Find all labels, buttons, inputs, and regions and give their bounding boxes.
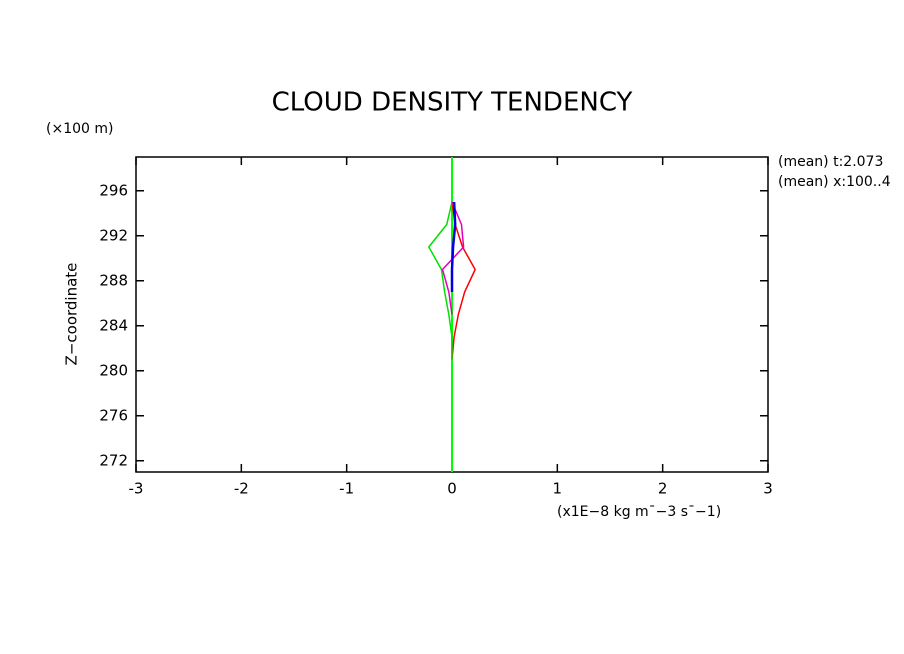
y-tick-label: 288 <box>99 271 128 289</box>
chart-title: CLOUD DENSITY TENDENCY <box>272 88 633 118</box>
x-tick-label: 0 <box>447 480 457 498</box>
y-tick-label: 292 <box>99 226 128 244</box>
annotation: (mean) x:100..4 <box>778 174 891 190</box>
profile-line <box>451 201 477 360</box>
x-axis-label: (x1E−8 kg m¯−3 s¯−1) <box>557 504 721 520</box>
x-tick-label: -2 <box>234 480 249 498</box>
x-tick-label: -1 <box>339 480 354 498</box>
annotation: (mean) t:2.073 <box>778 154 883 170</box>
x-tick-label: 1 <box>553 480 563 498</box>
x-tick-label: 2 <box>658 480 668 498</box>
y-tick-label: 272 <box>99 451 128 469</box>
y-tick-label: 296 <box>99 181 128 199</box>
y-axis-label: Z−coordinate <box>63 263 81 366</box>
y-tick-label: 280 <box>99 361 128 379</box>
x-tick-label: 3 <box>763 480 773 498</box>
profile-line <box>450 201 457 292</box>
y-tick-label: 276 <box>99 406 128 424</box>
y-tick-label: 284 <box>99 316 128 334</box>
x-tick-label: -3 <box>129 480 144 498</box>
y-unit: (×100 m) <box>46 121 113 137</box>
profile-line <box>427 201 453 360</box>
